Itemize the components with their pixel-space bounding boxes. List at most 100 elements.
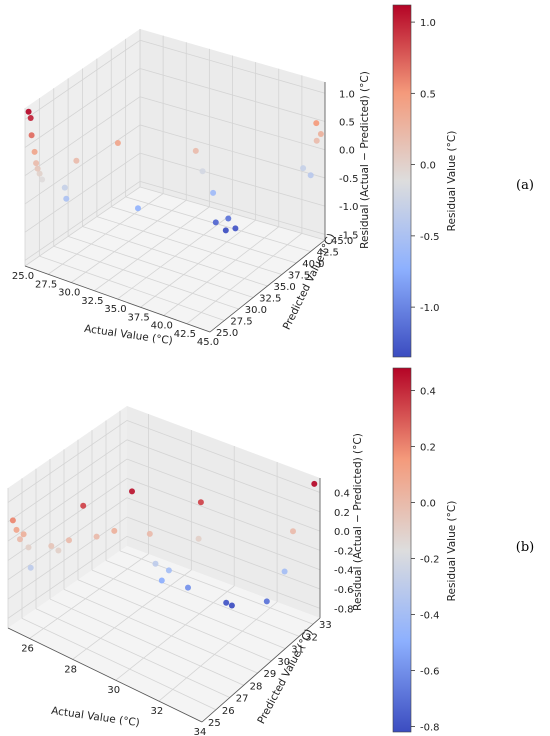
panel-a: 25.027.530.032.535.037.540.042.545.025.0… [12, 4, 534, 358]
panel-b-colorbar-tick-label: 0.0 [420, 498, 436, 509]
panel-b-z-gridline [7, 516, 128, 600]
panel-b-data-point [290, 528, 296, 535]
panel-b-colorbar-tick-label: 0.2 [420, 442, 436, 453]
panel-a-z-gridline [139, 180, 326, 235]
panel-b-data-point [129, 488, 135, 495]
panel-a-z-tick-label: 0.0 [339, 146, 355, 157]
panel-a-y-tick-label: 37.5 [288, 271, 310, 282]
panel-a-z-gridline [139, 68, 326, 122]
panel-b-z-gridline [126, 458, 321, 532]
panel-b-data-point [111, 527, 118, 534]
panel-b-z-tick-label: -0.8 [334, 604, 354, 615]
panel-b-data-point [165, 567, 172, 574]
panel-a-x-tick-label: 30.0 [58, 288, 80, 299]
panel-a-x-tick-label: 37.5 [127, 312, 149, 323]
panel-a-data-point [34, 165, 41, 172]
panel-b-z-gridline [126, 439, 321, 513]
panel-a-y-gridline [96, 216, 282, 275]
panel-a-y-tick-label: 32.5 [259, 294, 281, 305]
panel-a-z-gridline [24, 96, 141, 177]
panel-b-x-gridline [115, 585, 235, 681]
panel-a-x-tick-label: 32.5 [81, 296, 103, 307]
panel-a-y-tick-label: 40.0 [302, 259, 324, 270]
panel-b-colorbar: 0.4 0.2 0.0 -0.2 -0.4 -0.6 -0.8 Residual Value… [392, 367, 458, 733]
panel-b-colorbar-label: Residual Value (°C) [446, 501, 458, 602]
panel-a-floor-pane [25, 187, 325, 332]
panel-a-z-gridline [24, 152, 141, 233]
panel-a-y-tick-label: 45.0 [331, 236, 353, 247]
panel-a-data-point [33, 160, 40, 167]
panel-b-y-tick-label: 33 [319, 620, 332, 631]
panel-a-data-point [199, 168, 206, 175]
panel-b-data-point [263, 598, 270, 605]
panel-b-z-gridline [126, 516, 321, 590]
panel-a-data-point [210, 189, 217, 196]
panel-a-z-gridline [24, 124, 141, 205]
panel-b-x-gridline [158, 601, 278, 702]
panel-a-data-point [28, 132, 35, 139]
panel-b-colorbar-tick-label: -0.8 [420, 722, 440, 733]
panel-a-data-point [225, 215, 232, 222]
panel-a-z-tick-label: 0.5 [339, 118, 355, 129]
panel-b-colorbar-tick-label: -0.4 [420, 610, 440, 621]
panel-a-y-gridline [67, 235, 254, 298]
panel-b-data-point [80, 502, 87, 509]
panel-b-data-point [158, 577, 165, 584]
panel-a-label: (a) [516, 178, 534, 193]
panel-a-x-tick-label: 35.0 [104, 304, 126, 315]
panel-b-y-gridline [49, 598, 244, 686]
panel-b-colorbar-gradient [392, 367, 412, 733]
panel-b-x-gridline [29, 553, 149, 639]
panel-a-data-point [114, 140, 121, 146]
panel-a-z-gridline [24, 68, 141, 148]
panel-a-data-point [313, 120, 320, 127]
panel-a-colorbar-tick-label: -0.5 [420, 232, 440, 243]
panel-a-data-point [73, 157, 80, 164]
panel-b-data-point [93, 533, 100, 540]
panel-a-z-tick-label: -1.5 [339, 230, 359, 241]
panel-b-y-tick-label: 28 [250, 681, 263, 692]
panel-b-z-gridline [7, 420, 128, 503]
panel-b-x-tick-label: 28 [64, 664, 77, 675]
panel-a-data-point [317, 131, 324, 137]
panel-b-x-tick-label: 34 [194, 727, 207, 736]
panel-b-side-pane [8, 406, 127, 628]
panel-b-colorbar-tick-label: -0.2 [420, 554, 440, 565]
panel-b-data-point [195, 535, 202, 542]
panel-a-z-gridline [139, 39, 326, 94]
panel-b-y-axis-line [201, 617, 321, 723]
panel-b-z-gridline [126, 420, 321, 493]
panel-a-y-tick-label: 35.0 [274, 282, 296, 293]
panel-a-data-point [61, 184, 68, 191]
panel-b-x-axis-line [7, 627, 203, 723]
panel-b-data-point [20, 531, 27, 538]
panel-b-y-tick-label: 32 [305, 632, 318, 643]
panel-b-data-point [228, 602, 235, 609]
panel-a-colorbar-tick-label: 0.0 [420, 161, 436, 172]
panel-b-zlabel: Residual (Actual − Predicted) (°C) [352, 433, 364, 611]
panel-b-x-tick-label: 32 [151, 706, 164, 717]
panel-a-y-gridline [139, 186, 326, 241]
panel-b-data-point [185, 584, 191, 591]
panel-b-colorbar-tick-label: -0.6 [420, 666, 440, 677]
panel-a-data-point [36, 170, 43, 177]
panel-b-x-tick-label: 30 [107, 685, 120, 696]
panel-a-data-point [192, 147, 199, 154]
panel-a-x-tick-label: 45.0 [197, 337, 219, 348]
panel-b-z-gridline [126, 535, 321, 609]
panel-a-x-tick-label: 42.5 [174, 329, 196, 340]
panel-b-y-gridline [77, 579, 272, 662]
panel-b: 2628303234252627282930313233-0.8-0.6-0.4… [7, 367, 534, 736]
panel-b-y-tick-label: 27 [236, 694, 249, 705]
panel-b-y-tick-label: 30 [277, 657, 290, 668]
panel-b-x-tick-label: 26 [21, 643, 34, 654]
panel-b-y-gridline [63, 589, 258, 674]
panel-a-data-point [232, 225, 239, 232]
panel-a-data-point [135, 205, 141, 212]
panel-a-colorbar-ticks: 1.0 0.5 0.0 -0.5 -1.0 [411, 18, 440, 314]
panel-a-z-gridline [139, 96, 326, 151]
panel-a-x-tick-label: 25.0 [12, 271, 34, 282]
panel-b-z-gridline [7, 536, 128, 619]
panel-b-colorbar-ticks: 0.4 0.2 0.0 -0.2 -0.4 -0.6 -0.8 [411, 386, 440, 733]
panel-a-z-tick-label: -0.5 [339, 174, 359, 185]
